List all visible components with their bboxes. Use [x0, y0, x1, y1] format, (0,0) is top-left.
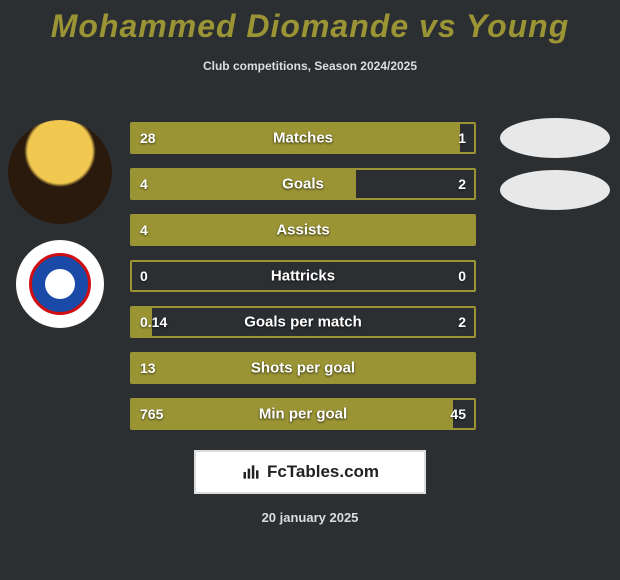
player1-avatar [8, 120, 112, 224]
stat-value-player2: 45 [450, 406, 466, 422]
player2-column [500, 118, 610, 210]
stat-label: Hattricks [130, 268, 476, 285]
crest-icon [29, 253, 91, 315]
page-title: Mohammed Diomande vs Young [0, 0, 620, 45]
brand-chart-icon [241, 462, 261, 482]
stat-row: 0Hattricks0 [130, 260, 476, 292]
stat-label: Assists [130, 222, 476, 239]
stat-row: 4Assists [130, 214, 476, 246]
stat-label: Shots per goal [130, 360, 476, 377]
stat-row: 4Goals2 [130, 168, 476, 200]
brand-name: FcTables.com [267, 462, 379, 482]
stat-value-player2: 1 [458, 130, 466, 146]
stat-row: 13Shots per goal [130, 352, 476, 384]
player2-avatar-placeholder [500, 118, 610, 158]
player1-club-crest [16, 240, 104, 328]
stat-value-player2: 2 [458, 314, 466, 330]
crest-ball-icon [45, 269, 75, 299]
stat-value-player2: 0 [458, 268, 466, 284]
stat-label: Min per goal [130, 406, 476, 423]
stats-bars: 28Matches1 4Goals2 4Assists 0Hattricks0 0.14… [130, 122, 476, 430]
stat-row: 0.14Goals per match2 [130, 306, 476, 338]
brand-box: FcTables.com [194, 450, 426, 494]
stat-label: Goals [130, 176, 476, 193]
stat-row: 765Min per goal45 [130, 398, 476, 430]
player1-column [8, 120, 112, 328]
stat-row: 28Matches1 [130, 122, 476, 154]
snapshot-date: 20 january 2025 [0, 510, 620, 525]
player2-crest-placeholder [500, 170, 610, 210]
stat-label: Goals per match [130, 314, 476, 331]
season-subtitle: Club competitions, Season 2024/2025 [0, 59, 620, 73]
stat-label: Matches [130, 130, 476, 147]
stat-value-player2: 2 [458, 176, 466, 192]
